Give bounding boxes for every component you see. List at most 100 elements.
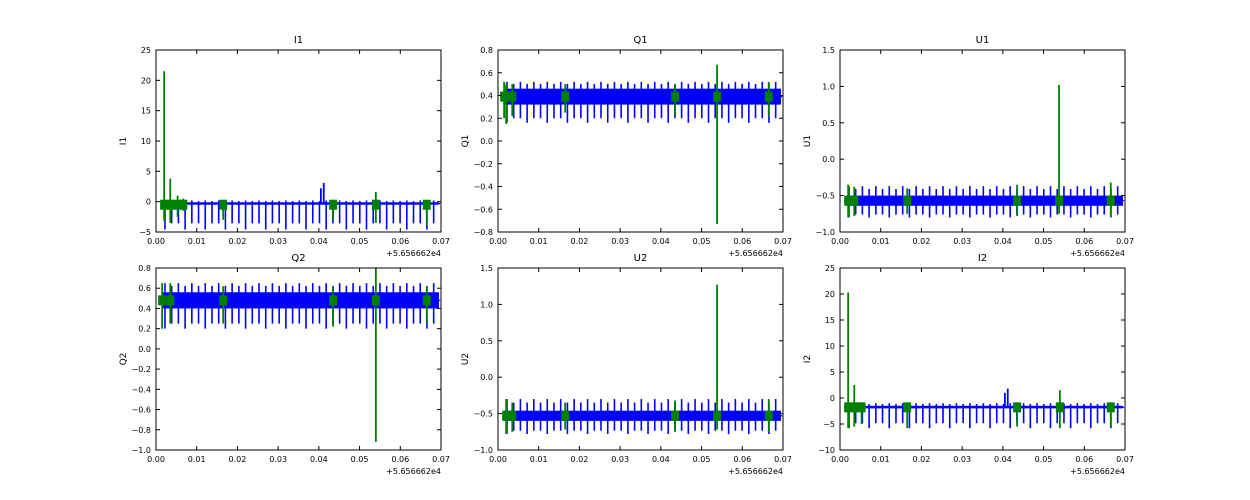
y-tick-label: 0.4 (138, 304, 151, 313)
chart-title: Q2 (291, 253, 305, 264)
green-cluster (1106, 195, 1115, 206)
y-axis-label: I2 (803, 355, 813, 363)
green-cluster (844, 195, 853, 206)
plot-area (502, 284, 783, 434)
x-tick-label: 0.03 (953, 455, 971, 464)
y-axis-label: Q2 (119, 353, 129, 366)
green-cluster (219, 295, 228, 306)
x-tick-label: 0.03 (611, 237, 629, 246)
axes-frame (839, 49, 1126, 233)
y-axis-label: U1 (803, 135, 813, 147)
green-cluster (173, 199, 182, 210)
green-cluster (166, 295, 175, 306)
x-offset-label: +5.656662e4 (1070, 249, 1125, 258)
plot-area (844, 292, 1125, 429)
x-tick-label: 0.06 (733, 237, 751, 246)
green-cluster (371, 295, 380, 306)
x-tick-label: 0.01 (872, 237, 890, 246)
axes-frame (497, 267, 784, 451)
x-offset-label: +5.656662e4 (1070, 467, 1125, 476)
y-tick-label: −1.0 (816, 228, 835, 237)
x-tick-label: 0.06 (391, 237, 409, 246)
x-tick-label: 0.02 (571, 237, 589, 246)
x-tick-label: 0.05 (693, 455, 711, 464)
green-cluster (502, 91, 511, 102)
green-cluster (857, 402, 866, 413)
series-green (500, 64, 773, 225)
y-tick-label: 0.5 (822, 119, 835, 128)
y-tick-label: 0.0 (480, 373, 493, 382)
y-tick-label: 0 (146, 198, 151, 207)
green-cluster (764, 91, 773, 102)
y-tick-label: −0.8 (474, 228, 493, 237)
green-cluster (671, 410, 680, 421)
x-tick-label: 0.01 (530, 455, 548, 464)
green-cluster (850, 195, 859, 206)
x-tick-label: 0.07 (1116, 455, 1134, 464)
x-tick-label: 0.01 (872, 455, 890, 464)
x-offset-label: +5.656662e4 (386, 249, 441, 258)
series-green (160, 71, 431, 226)
y-tick-label: −0.8 (132, 426, 151, 435)
x-tick-label: 0.02 (913, 455, 931, 464)
green-cluster (1013, 195, 1022, 206)
series-green (502, 284, 773, 434)
y-tick-label: 0 (830, 394, 835, 403)
y-tick-label: 0.8 (480, 46, 493, 55)
x-tick-label: 0.06 (391, 455, 409, 464)
y-tick-label: 1.5 (480, 264, 493, 273)
green-cluster (158, 295, 167, 306)
green-cluster (422, 199, 431, 210)
y-tick-label: 0.4 (480, 92, 493, 101)
x-tick-label: 0.01 (530, 237, 548, 246)
series-green (844, 84, 1115, 218)
x-tick-label: 0.05 (1035, 237, 1053, 246)
y-tick-label: 1.5 (822, 46, 835, 55)
y-tick-label: 10 (825, 342, 835, 351)
green-cluster (502, 410, 511, 421)
green-cluster (713, 91, 722, 102)
subplot-q1: 0.00 0.01 0.02 0.03 0.04 0.05 0.06 0.07 −0.8 −0.6… (461, 35, 792, 258)
x-tick-label: 0.02 (229, 455, 247, 464)
y-tick-label: 0.6 (480, 69, 493, 78)
x-tick-label: 0.00 (147, 237, 165, 246)
green-cluster (1106, 402, 1115, 413)
x-tick-label: 0.02 (913, 237, 931, 246)
green-cluster (329, 199, 338, 210)
x-tick-label: 0.04 (310, 237, 328, 246)
green-cluster (160, 199, 169, 210)
green-cluster (561, 410, 570, 421)
subplot-u1: 0.00 0.01 0.02 0.03 0.04 0.05 0.06 0.07 −1.0 −0.5… (803, 35, 1134, 258)
y-tick-label: 20 (825, 290, 835, 299)
x-tick-label: 0.04 (652, 237, 670, 246)
y-tick-label: 15 (141, 107, 151, 116)
series-blue (502, 81, 783, 123)
subplot-i1: 0.00 0.01 0.02 0.03 0.04 0.05 0.06 0.07 −5 0 5 10 15… (119, 35, 450, 258)
y-axis-label: I1 (119, 137, 129, 145)
subplot-u2: 0.00 0.01 0.02 0.03 0.04 0.05 0.06 0.07 −1.0 −0.5… (461, 253, 792, 476)
plot-area (158, 268, 441, 442)
green-cluster (508, 91, 517, 102)
green-cluster (1055, 195, 1064, 206)
green-cluster (1013, 402, 1022, 413)
plot-area (160, 71, 441, 230)
y-tick-label: −1.0 (474, 446, 493, 455)
y-tick-label: 5 (830, 368, 835, 377)
x-tick-label: 0.04 (310, 455, 328, 464)
green-cluster (329, 295, 338, 306)
chart-title: I2 (978, 253, 987, 264)
y-tick-label: 0.0 (480, 137, 493, 146)
series-green (844, 292, 1115, 429)
y-tick-label: −0.4 (132, 385, 151, 394)
green-cluster (713, 410, 722, 421)
x-tick-label: 0.03 (269, 237, 287, 246)
green-cluster (219, 199, 228, 210)
x-tick-label: 0.00 (489, 237, 507, 246)
plot-area (500, 64, 783, 225)
series-blue (160, 283, 441, 329)
green-cluster (903, 195, 912, 206)
y-tick-label: 0.0 (138, 345, 151, 354)
chart-title: U1 (976, 35, 990, 46)
